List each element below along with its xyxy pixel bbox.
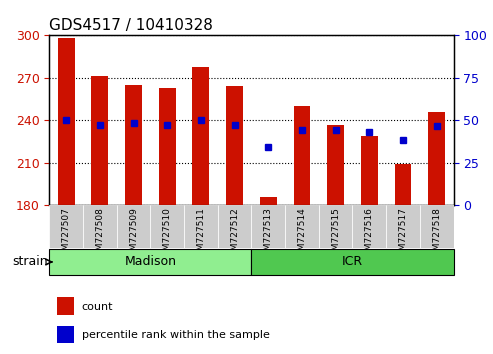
Bar xyxy=(58,38,74,205)
FancyBboxPatch shape xyxy=(319,205,352,248)
FancyBboxPatch shape xyxy=(184,205,218,248)
Text: GSM727517: GSM727517 xyxy=(398,207,408,262)
Bar xyxy=(260,197,277,205)
FancyBboxPatch shape xyxy=(386,205,420,248)
FancyBboxPatch shape xyxy=(251,205,285,248)
FancyBboxPatch shape xyxy=(285,205,319,248)
Bar xyxy=(327,125,344,205)
Bar xyxy=(57,326,73,343)
FancyBboxPatch shape xyxy=(352,205,386,248)
Text: GSM727510: GSM727510 xyxy=(163,207,172,262)
Text: GSM727509: GSM727509 xyxy=(129,207,138,262)
Bar xyxy=(192,67,210,205)
Bar xyxy=(91,76,108,205)
Bar xyxy=(428,112,445,205)
Text: GSM727508: GSM727508 xyxy=(95,207,105,262)
Text: GSM727512: GSM727512 xyxy=(230,207,239,262)
FancyBboxPatch shape xyxy=(49,205,83,248)
FancyBboxPatch shape xyxy=(49,249,251,275)
Text: count: count xyxy=(82,302,113,312)
FancyBboxPatch shape xyxy=(117,205,150,248)
Text: GSM727513: GSM727513 xyxy=(264,207,273,262)
Text: strain: strain xyxy=(12,256,48,268)
Text: GSM727514: GSM727514 xyxy=(297,207,307,262)
FancyBboxPatch shape xyxy=(420,205,454,248)
FancyBboxPatch shape xyxy=(251,249,454,275)
Text: GSM727518: GSM727518 xyxy=(432,207,441,262)
Text: GSM727515: GSM727515 xyxy=(331,207,340,262)
FancyBboxPatch shape xyxy=(83,205,117,248)
Bar xyxy=(394,164,412,205)
Bar xyxy=(125,85,142,205)
Bar xyxy=(293,106,311,205)
Text: Madison: Madison xyxy=(124,256,176,268)
Text: GSM727511: GSM727511 xyxy=(196,207,206,262)
FancyBboxPatch shape xyxy=(150,205,184,248)
Bar xyxy=(159,88,176,205)
Text: GDS4517 / 10410328: GDS4517 / 10410328 xyxy=(49,18,213,33)
Text: percentile rank within the sample: percentile rank within the sample xyxy=(82,330,270,340)
FancyBboxPatch shape xyxy=(218,205,251,248)
Bar xyxy=(361,136,378,205)
Text: GSM727516: GSM727516 xyxy=(365,207,374,262)
Bar xyxy=(57,297,73,315)
Text: GSM727507: GSM727507 xyxy=(62,207,70,262)
Bar xyxy=(226,86,243,205)
Text: ICR: ICR xyxy=(342,256,363,268)
